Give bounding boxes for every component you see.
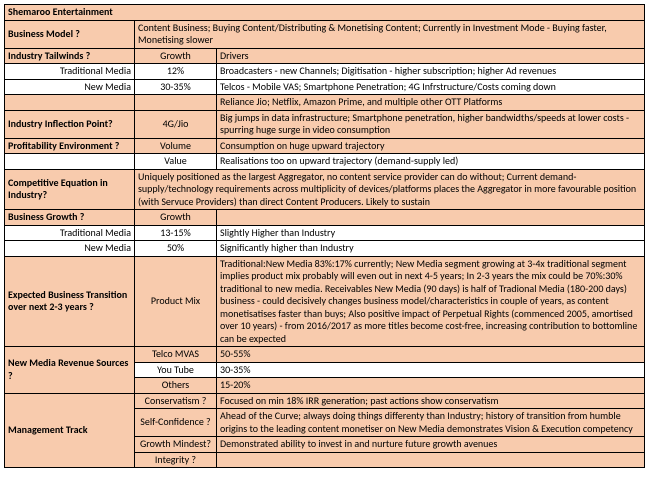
- inflection-mid: 4G/Jio: [135, 110, 217, 138]
- rev-label: New Media Revenue Sources ?: [5, 347, 135, 394]
- ott-blank-1: [5, 95, 135, 111]
- compeq-label: Competitive Equation in Industry?: [5, 169, 135, 210]
- business-model-text: Content Business; Buying Content/Distrib…: [135, 20, 645, 48]
- ott-blank-2: [135, 95, 217, 111]
- analysis-table: Shemaroo Entertainment Business Model ? …: [4, 4, 645, 468]
- profit-label: Profitability Environment ?: [5, 138, 135, 154]
- mgmt-label: Management Track: [5, 393, 135, 468]
- compeq-text: Uniquely positioned as the largest Aggre…: [135, 169, 645, 210]
- bg-label: Business Growth ?: [5, 210, 135, 226]
- bg-trad-growth: 13-15%: [135, 225, 217, 241]
- mgmt-self-text: Ahead of the Curve; always doing things …: [217, 409, 645, 437]
- inflection-text: Big jumps in data infrastructure; Smartp…: [217, 110, 645, 138]
- trad-media-growth: 12%: [135, 64, 217, 80]
- profit-vol-label: Volume: [135, 138, 217, 154]
- bg-trad-label: Traditional Media: [5, 225, 135, 241]
- transition-mid: Product Mix: [135, 256, 217, 347]
- mgmt-int-text: [217, 452, 645, 468]
- drivers-header: Drivers: [217, 48, 645, 64]
- bg-trad-text: Slightly Higher than Industry: [217, 225, 645, 241]
- rev-mvas-val: 50-55%: [217, 347, 645, 363]
- inflection-label: Industry Inflection Point?: [5, 110, 135, 138]
- tailwinds-label: Industry Tailwinds ?: [5, 48, 135, 64]
- rev-yt-lbl: You Tube: [135, 362, 217, 378]
- mgmt-gm-text: Demonstrated ability to invest in and nu…: [217, 437, 645, 453]
- mgmt-cons-text: Focused on min 18% IRR generation; past …: [217, 393, 645, 409]
- bg-blank: [217, 210, 645, 226]
- growth-header: Growth: [135, 48, 217, 64]
- mgmt-cons-lbl: Conservatism ?: [135, 393, 217, 409]
- bg-new-label: New Media: [5, 241, 135, 257]
- mgmt-int-lbl: Integrity ?: [135, 452, 217, 468]
- new-media-drivers: Telcos - Mobile VAS; Smartphone Penetrat…: [217, 79, 645, 95]
- mgmt-gm-lbl: Growth Mindest?: [135, 437, 217, 453]
- transition-label: Expected Business Transition over next 2…: [5, 256, 135, 347]
- bg-new-text: Significantly higher than Industry: [217, 241, 645, 257]
- new-media-growth: 30-35%: [135, 79, 217, 95]
- bg-growth-hdr: Growth: [135, 210, 217, 226]
- mgmt-self-lbl: Self-Confidence ?: [135, 409, 217, 437]
- rev-yt-val: 30-35%: [217, 362, 645, 378]
- profit-vol-text: Consumption on huge upward trajectory: [217, 138, 645, 154]
- new-media-label: New Media: [5, 79, 135, 95]
- rev-mvas-lbl: Telco MVAS: [135, 347, 217, 363]
- rev-oth-val: 15-20%: [217, 378, 645, 394]
- trad-media-label: Traditional Media: [5, 64, 135, 80]
- profit-val-text: Realisations too on upward trajectory (d…: [217, 154, 645, 170]
- transition-text: Traditional:New Media 83%:17% currently;…: [217, 256, 645, 347]
- profit-blank: [5, 154, 135, 170]
- rev-oth-lbl: Others: [135, 378, 217, 394]
- business-model-label: Business Model ?: [5, 20, 135, 48]
- trad-media-drivers: Broadcasters - new Channels; Digitisatio…: [217, 64, 645, 80]
- ott-line: Reliance Jio; Netflix, Amazon Prime, and…: [217, 95, 645, 111]
- profit-val-label: Value: [135, 154, 217, 170]
- bg-new-growth: 50%: [135, 241, 217, 257]
- title-cell: Shemaroo Entertainment: [5, 5, 645, 21]
